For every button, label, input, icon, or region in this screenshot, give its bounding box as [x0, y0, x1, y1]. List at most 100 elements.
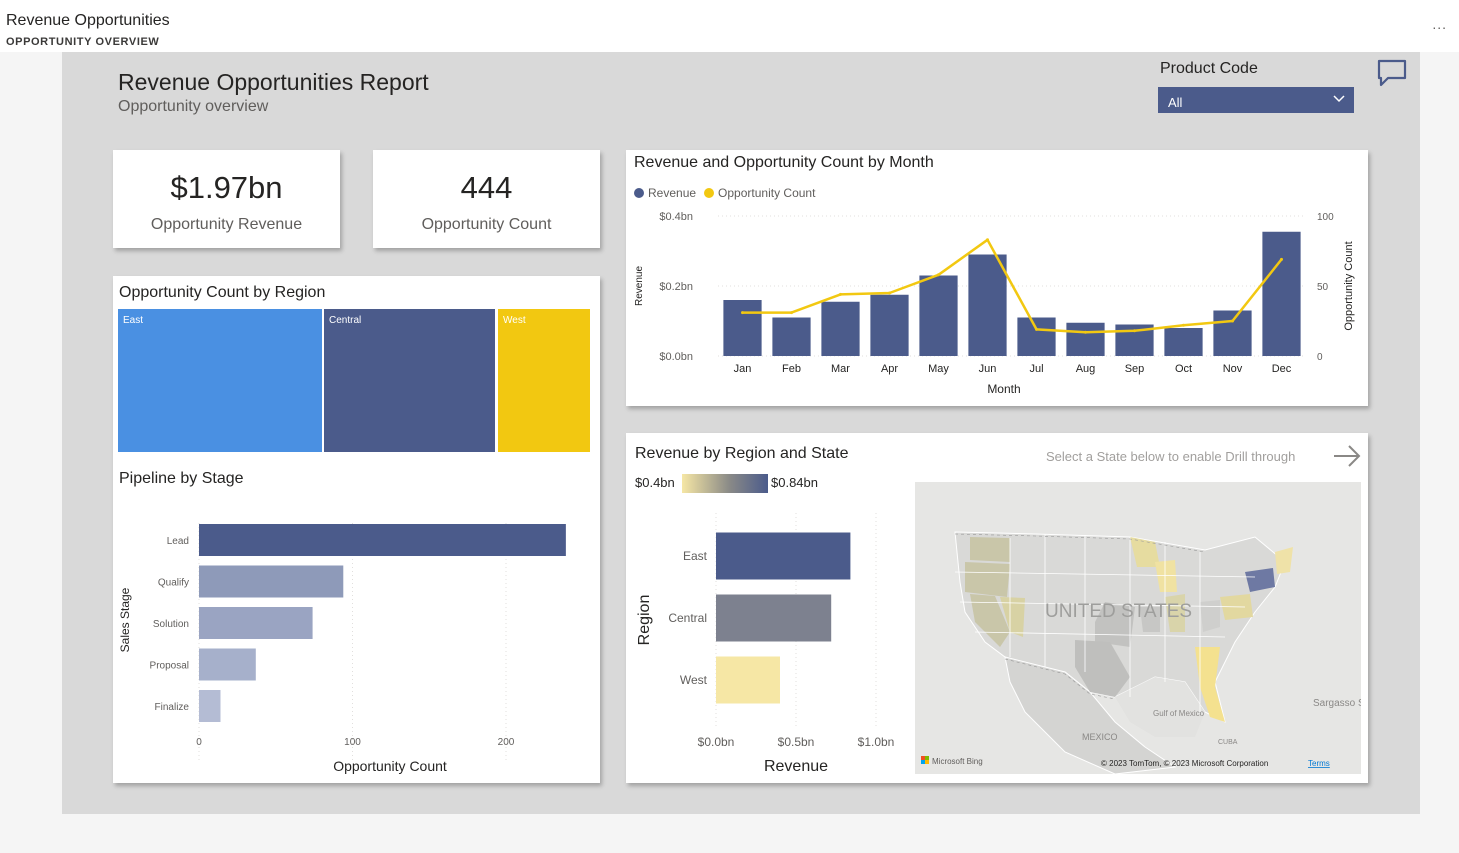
region-y-label: Region — [636, 595, 653, 646]
monthly-x-tick: Oct — [1175, 363, 1192, 375]
pipeline-title: Pipeline by Stage — [119, 470, 244, 487]
monthly-count-point[interactable] — [1084, 330, 1087, 334]
legend-revenue-label[interactable]: Revenue — [648, 186, 697, 200]
pipeline-y-tick: Qualify — [158, 578, 189, 589]
monthly-revenue-bar[interactable] — [919, 275, 958, 357]
pipeline-y-label: Sales Stage — [118, 587, 132, 652]
monthly-revenue-bar[interactable] — [1066, 322, 1105, 356]
monthly-x-tick: Dec — [1272, 363, 1292, 375]
gradient-legend-bar — [682, 474, 768, 493]
drill-through-hint: Select a State below to enable Drill thr… — [1046, 449, 1296, 464]
app-subtitle: OPPORTUNITY OVERVIEW — [6, 36, 160, 48]
pipeline-bar[interactable] — [199, 690, 221, 722]
treemap-label-central: Central — [329, 315, 362, 326]
report-title: Revenue Opportunities Report — [118, 69, 429, 95]
monthly-revenue-bar[interactable] — [821, 301, 860, 356]
app-title: Revenue Opportunities — [6, 12, 170, 29]
legend-revenue-dot — [634, 188, 644, 198]
monthly-title: Revenue and Opportunity Count by Month — [634, 154, 934, 171]
monthly-count-point[interactable] — [986, 238, 989, 242]
pipeline-bar[interactable] — [199, 648, 256, 681]
map-canvas[interactable]: UNITED STATES Gulf of Mexico MEXICO CUBA… — [915, 482, 1361, 774]
monthly-y-label: Revenue — [634, 266, 645, 306]
monthly-revenue-bar[interactable] — [772, 317, 811, 357]
monthly-count-point[interactable] — [1182, 323, 1185, 327]
region-bar[interactable] — [716, 656, 780, 704]
drill-through-arrow-icon[interactable] — [1332, 443, 1362, 469]
pipeline-bar[interactable] — [199, 524, 566, 556]
report-subtitle: Opportunity overview — [118, 98, 269, 115]
comment-icon[interactable] — [1376, 58, 1408, 88]
gradient-min-label: $0.4bn — [635, 475, 675, 490]
monthly-y-tick: $0.4bn — [659, 211, 693, 223]
region-revenue-chart: $0.0bn $0.5bn $1.0bn East Central West Region R… — [636, 513, 895, 775]
region-bar[interactable] — [716, 594, 832, 642]
legend-count-label[interactable]: Opportunity Count — [718, 186, 816, 200]
monthly-revenue-bar[interactable] — [1017, 317, 1056, 357]
monthly-count-point[interactable] — [888, 291, 891, 295]
product-code-label: Product Code — [1160, 60, 1258, 77]
region-bar[interactable] — [716, 532, 851, 580]
monthly-chart: $0.4bn $0.2bn $0.0bn 100 50 0 Revenue Opportuni… — [634, 211, 1355, 396]
pipeline-x-tick: 200 — [498, 737, 515, 748]
monthly-count-point[interactable] — [1133, 329, 1136, 333]
monthly-y2-tick: 50 — [1317, 282, 1329, 293]
region-x-tick: $0.5bn — [778, 735, 815, 749]
chevron-down-icon — [1333, 95, 1345, 103]
monthly-count-point[interactable] — [1231, 319, 1234, 323]
treemap-cell-west[interactable]: West — [498, 309, 590, 452]
monthly-revenue-bar[interactable] — [1164, 328, 1203, 356]
region-y-tick: East — [683, 549, 708, 563]
monthly-y2-label: Opportunity Count — [1343, 241, 1355, 330]
monthly-x-tick: Mar — [831, 363, 850, 375]
pipeline-x-tick: 0 — [196, 737, 202, 748]
monthly-x-label: Month — [987, 382, 1020, 396]
monthly-revenue-bar[interactable] — [1262, 231, 1301, 356]
treemap-cell-east[interactable]: East — [118, 309, 322, 452]
monthly-count-point[interactable] — [839, 292, 842, 296]
more-options-button[interactable]: ... — [1432, 16, 1447, 32]
region-state-title: Revenue by Region and State — [635, 445, 849, 462]
region-pipeline-card: Opportunity Count by Region East Central… — [113, 276, 600, 783]
pipeline-bar[interactable] — [199, 565, 344, 598]
monthly-revenue-bar[interactable] — [723, 300, 762, 356]
monthly-x-tick: Nov — [1223, 363, 1243, 375]
monthly-revenue-bar[interactable] — [1213, 310, 1252, 357]
map-terms-link[interactable]: Terms — [1308, 759, 1330, 768]
region-state-card: Revenue by Region and State Select a Sta… — [626, 433, 1368, 783]
kpi-card-count[interactable]: 444 Opportunity Count — [373, 150, 600, 248]
map-brand: Microsoft Bing — [932, 757, 983, 766]
monthly-count-point[interactable] — [741, 311, 744, 315]
map-cuba-label: CUBA — [1218, 739, 1238, 746]
app-header: Revenue Opportunities OPPORTUNITY OVERVI… — [0, 0, 1459, 52]
pipeline-y-tick: Proposal — [150, 661, 189, 672]
monthly-count-point[interactable] — [1280, 257, 1283, 261]
pipeline-bar[interactable] — [199, 607, 313, 639]
monthly-x-tick: Sep — [1125, 363, 1145, 375]
monthly-count-point[interactable] — [790, 311, 793, 315]
product-code-dropdown[interactable]: All — [1158, 87, 1354, 113]
monthly-x-tick: May — [928, 363, 949, 375]
state-map[interactable]: UNITED STATES Gulf of Mexico MEXICO CUBA… — [915, 482, 1361, 774]
treemap-cell-central[interactable]: Central — [324, 309, 495, 452]
monthly-count-point[interactable] — [937, 273, 940, 277]
monthly-x-tick: Jun — [979, 363, 997, 375]
pipeline-chart: 0 100 200 Lead Qualify Solution Proposal Finali… — [118, 523, 566, 774]
monthly-count-point[interactable] — [1035, 327, 1038, 331]
kpi-card-revenue[interactable]: $1.97bn Opportunity Revenue — [113, 150, 340, 248]
monthly-revenue-bar[interactable] — [870, 294, 909, 356]
monthly-revenue-bar[interactable] — [968, 254, 1007, 357]
pipeline-x-label: Opportunity Count — [333, 758, 447, 774]
monthly-count-line[interactable] — [742, 238, 1283, 334]
product-code-value: All — [1168, 95, 1183, 110]
region-x-tick: $1.0bn — [858, 735, 895, 749]
kpi-count-value: 444 — [460, 170, 513, 205]
monthly-x-tick: Jan — [734, 363, 752, 375]
monthly-x-tick: Apr — [881, 363, 898, 375]
map-mexico-label: MEXICO — [1082, 732, 1118, 742]
report-canvas: Revenue Opportunities Report Opportunity… — [62, 52, 1420, 814]
region-y-tick: Central — [668, 611, 707, 625]
legend-count-dot — [704, 188, 715, 198]
map-sargasso-label: Sargasso S — [1313, 698, 1361, 709]
monthly-y2-tick: 100 — [1317, 212, 1334, 223]
